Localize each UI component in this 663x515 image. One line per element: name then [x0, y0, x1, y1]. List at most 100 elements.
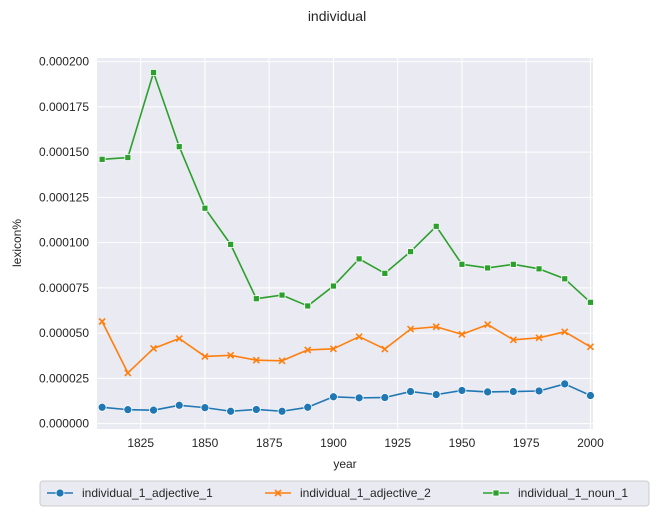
data-point-individual_1_adjective_2	[484, 321, 492, 329]
series-individual_1_adjective_2	[98, 317, 594, 377]
data-point-individual_1_adjective_2	[509, 336, 517, 344]
data-point-individual_1_adjective_2	[201, 352, 209, 360]
x-tick-label: 1975	[513, 436, 540, 450]
legend-item-individual_1_noun_1: individual_1_noun_1	[483, 486, 628, 500]
data-point-individual_1_adjective_1	[303, 402, 313, 412]
series-individual_1_adjective_1	[97, 379, 595, 416]
data-point-individual_1_adjective_1	[123, 405, 133, 415]
data-point-individual_1_adjective_2	[406, 325, 415, 333]
series-layer	[97, 69, 595, 416]
x-tick-label: 1875	[256, 436, 283, 450]
x-tick-label: 1825	[127, 436, 154, 450]
y-tick-label: 0.000025	[39, 371, 89, 385]
data-point-individual_1_noun_1	[407, 248, 414, 256]
data-point-individual_1_adjective_2	[98, 317, 106, 326]
data-point-individual_1_adjective_1	[174, 400, 184, 410]
y-tick-label: 0.000100	[39, 236, 89, 250]
data-point-individual_1_noun_1	[458, 260, 466, 268]
y-axis: 0.000000 0.000025 0.000050 0.000075 0.000100…	[39, 55, 89, 431]
data-point-individual_1_adjective_2	[432, 323, 440, 331]
x-tick-label: 1925	[384, 436, 411, 450]
data-point-individual_1_adjective_2	[381, 345, 389, 353]
data-point-individual_1_noun_1	[227, 241, 235, 248]
x-axis-title: year	[333, 457, 356, 471]
legend-item-individual_1_adjective_2: individual_1_adjective_2	[265, 486, 431, 500]
data-point-individual_1_noun_1	[484, 264, 492, 272]
x-tick-label: 1850	[192, 436, 219, 450]
series-line-individual_1_noun_1	[102, 71, 591, 307]
data-point-individual_1_noun_1	[304, 302, 312, 310]
data-point-individual_1_adjective_1	[226, 406, 236, 416]
data-point-individual_1_adjective_2	[586, 343, 594, 351]
legend-label: individual_1_adjective_1	[82, 486, 213, 500]
data-point-individual_1_adjective_2	[355, 333, 363, 341]
data-point-individual_1_noun_1	[587, 298, 594, 306]
data-point-individual_1_noun_1	[252, 295, 260, 303]
legend: individual_1_adjective_1 individual_1_adj…	[39, 480, 650, 507]
data-point-individual_1_adjective_2	[535, 334, 543, 342]
data-point-individual_1_noun_1	[355, 255, 363, 263]
y-axis-title: lexicon%	[10, 219, 24, 267]
legend-item-individual_1_adjective_1: individual_1_adjective_1	[47, 486, 213, 500]
data-point-individual_1_adjective_1	[251, 405, 261, 414]
data-point-individual_1_adjective_2	[458, 330, 466, 338]
data-point-individual_1_noun_1	[150, 69, 157, 76]
data-point-individual_1_adjective_1	[483, 387, 493, 397]
data-point-individual_1_adjective_2	[304, 346, 312, 354]
data-point-individual_1_adjective_1	[329, 392, 338, 402]
data-point-individual_1_noun_1	[535, 265, 543, 273]
data-point-individual_1_adjective_2	[175, 334, 183, 343]
data-point-individual_1_adjective_1	[149, 405, 158, 415]
data-point-individual_1_adjective_2	[278, 357, 286, 365]
data-point-individual_1_noun_1	[98, 155, 106, 163]
data-point-individual_1_adjective_1	[560, 379, 570, 389]
data-point-individual_1_adjective_2	[227, 351, 235, 359]
data-point-individual_1_adjective_1	[406, 387, 415, 396]
chart-title: individual	[308, 8, 366, 24]
data-point-individual_1_adjective_2	[329, 345, 338, 353]
data-point-individual_1_noun_1	[561, 275, 569, 283]
grid	[97, 58, 593, 429]
legend-label: individual_1_noun_1	[518, 486, 628, 500]
data-point-individual_1_adjective_1	[277, 406, 287, 416]
legend-swatch-marker	[55, 488, 65, 498]
legend-box	[39, 480, 650, 507]
data-point-individual_1_adjective_2	[252, 356, 260, 364]
series-line-individual_1_adjective_2	[101, 321, 591, 374]
plot-background	[97, 58, 593, 429]
y-tick-label: 0.000200	[39, 55, 89, 69]
plot-area	[97, 58, 595, 429]
data-point-individual_1_adjective_1	[97, 402, 107, 412]
legend-items: individual_1_adjective_1 individual_1_adj…	[47, 486, 628, 500]
y-tick-label: 0.000075	[39, 281, 89, 295]
data-point-individual_1_adjective_1	[200, 403, 210, 413]
y-tick-label: 0.000050	[39, 326, 89, 340]
data-point-individual_1_adjective_1	[534, 386, 544, 396]
data-point-individual_1_adjective_1	[380, 393, 390, 402]
data-point-individual_1_adjective_2	[561, 328, 569, 336]
data-point-individual_1_noun_1	[381, 269, 389, 277]
y-tick-label: 0.000150	[39, 145, 89, 159]
data-point-individual_1_adjective_1	[354, 393, 364, 403]
y-tick-label: 0.000125	[39, 190, 89, 204]
legend-swatch-marker	[274, 489, 282, 497]
data-point-individual_1_adjective_1	[586, 391, 595, 400]
data-point-individual_1_adjective_1	[457, 386, 467, 395]
data-point-individual_1_noun_1	[432, 222, 440, 230]
data-point-individual_1_noun_1	[201, 204, 209, 212]
data-point-individual_1_adjective_1	[431, 390, 441, 399]
data-point-individual_1_adjective_2	[149, 344, 158, 353]
data-point-individual_1_noun_1	[278, 291, 286, 299]
data-point-individual_1_noun_1	[175, 143, 183, 151]
legend-label: individual_1_adjective_2	[300, 486, 431, 500]
legend-swatch-marker	[492, 489, 500, 497]
x-tick-label: 1950	[449, 436, 476, 450]
y-tick-label: 0.000175	[39, 100, 89, 114]
data-point-individual_1_noun_1	[330, 282, 337, 290]
data-point-individual_1_adjective_1	[508, 387, 518, 396]
data-point-individual_1_adjective_2	[124, 369, 132, 377]
series-individual_1_noun_1	[98, 69, 594, 310]
data-point-individual_1_noun_1	[124, 154, 132, 161]
data-point-individual_1_noun_1	[509, 260, 517, 268]
